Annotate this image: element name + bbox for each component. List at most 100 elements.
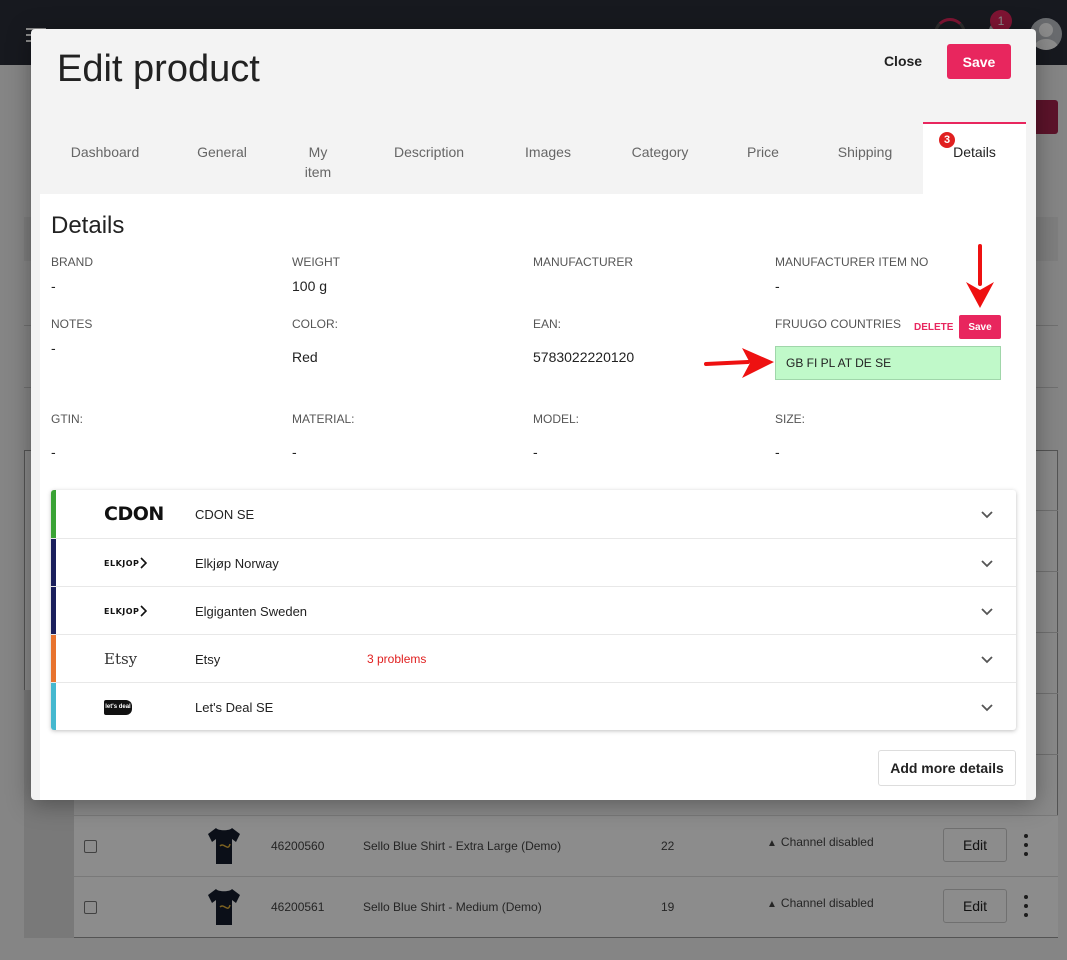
- model-value[interactable]: -: [533, 444, 538, 460]
- channel-row-elgiganten-sweden[interactable]: ELKJOP Elgiganten Sweden: [51, 586, 1016, 635]
- save-field-button[interactable]: Save: [959, 315, 1001, 339]
- size-label: SIZE:: [775, 412, 806, 426]
- save-button[interactable]: Save: [947, 44, 1011, 79]
- channel-row-cdon[interactable]: CDON CDON SE: [51, 490, 1016, 538]
- model-label: MODEL:: [533, 412, 580, 426]
- fruugo-countries-input[interactable]: [775, 346, 1001, 380]
- tab-shipping[interactable]: Shipping: [837, 144, 893, 160]
- channel-list: CDON CDON SE ELKJOP Elkjøp Norway ELKJOP…: [51, 490, 1016, 730]
- tab-price[interactable]: Price: [747, 144, 779, 160]
- chevron-down-icon[interactable]: [979, 506, 995, 522]
- fruugo-countries-label: FRUUGO COUNTRIES: [775, 317, 901, 331]
- channel-row-etsy[interactable]: Etsy Etsy 3 problems: [51, 634, 1016, 683]
- details-panel: Details BRAND - WEIGHT 100 g MANUFACTURE…: [40, 194, 1026, 800]
- row-status: ▲ Channel disabled: [767, 835, 874, 849]
- ean-label: EAN:: [533, 317, 562, 331]
- close-button[interactable]: Close: [871, 44, 935, 78]
- elkjop-logo: ELKJOP: [104, 539, 148, 587]
- red-arrow-right-icon: [704, 348, 774, 378]
- material-label: MATERIAL:: [292, 412, 355, 426]
- chevron-down-icon[interactable]: [979, 555, 995, 571]
- row-edit-button[interactable]: Edit: [943, 828, 1007, 862]
- channel-color-bar: [51, 683, 56, 730]
- background-divider: [24, 387, 32, 388]
- channel-row-lets-deal[interactable]: let's deal Let's Deal SE: [51, 682, 1016, 730]
- channel-name: Etsy: [195, 652, 221, 667]
- channel-name: CDON SE: [195, 507, 255, 522]
- channel-name: Let's Deal SE: [195, 700, 274, 715]
- background-divider: [24, 325, 32, 326]
- channel-problems-link[interactable]: 3 problems: [367, 652, 427, 666]
- tshirt-thumbnail: [208, 889, 240, 925]
- edit-product-modal: Edit product Close Save Dashboard Genera…: [31, 29, 1036, 800]
- table-row[interactable]: 46200561 Sello Blue Shirt - Medium (Demo…: [74, 876, 1058, 937]
- color-value[interactable]: Red: [292, 349, 318, 365]
- section-title: Details: [51, 212, 125, 239]
- brand-label: BRAND: [51, 255, 94, 269]
- background-divider: [1036, 325, 1058, 326]
- chevron-down-icon[interactable]: [979, 699, 995, 715]
- background-filter-card: [1036, 217, 1058, 261]
- row-sku: 46200560: [271, 839, 325, 853]
- channel-name: Elkjøp Norway: [195, 556, 279, 571]
- row-checkbox[interactable]: [84, 840, 97, 853]
- tab-description[interactable]: Description: [393, 144, 465, 160]
- channel-name: Elgiganten Sweden: [195, 604, 308, 619]
- delete-field-button[interactable]: DELETE: [914, 322, 954, 333]
- row-checkbox[interactable]: [84, 901, 97, 914]
- tab-my-item[interactable]: My item: [304, 144, 332, 180]
- tab-details-label: Details: [953, 144, 996, 160]
- weight-label: WEIGHT: [292, 255, 340, 269]
- tab-details-badge: 3: [939, 132, 955, 148]
- chevron-down-icon[interactable]: [979, 603, 995, 619]
- tab-general[interactable]: General: [197, 144, 247, 160]
- elkjop-logo: ELKJOP: [104, 587, 148, 635]
- row-quantity: 19: [661, 900, 675, 914]
- manufacturer-item-no-value[interactable]: -: [775, 278, 780, 294]
- red-arrow-down-icon: [966, 244, 994, 308]
- gtin-value[interactable]: -: [51, 444, 56, 460]
- tab-details[interactable]: 3 Details: [923, 122, 1026, 194]
- more-vertical-icon[interactable]: [1021, 832, 1031, 858]
- channel-color-bar: [51, 539, 56, 587]
- background-divider: [1036, 632, 1058, 633]
- lets-deal-logo: let's deal: [104, 683, 132, 730]
- more-vertical-icon[interactable]: [1021, 893, 1031, 919]
- chevron-down-icon[interactable]: [979, 651, 995, 667]
- size-value[interactable]: -: [775, 444, 780, 460]
- ean-value[interactable]: 5783022220120: [533, 349, 635, 365]
- channel-color-bar: [51, 490, 56, 538]
- modal-title: Edit product: [57, 48, 260, 90]
- add-more-details-button[interactable]: Add more details: [878, 750, 1016, 786]
- cdon-logo: CDON: [104, 503, 164, 525]
- background-divider: [1036, 387, 1058, 388]
- background-divider: [1036, 754, 1058, 755]
- channel-color-bar: [51, 587, 56, 635]
- row-edit-button[interactable]: Edit: [943, 889, 1007, 923]
- etsy-logo: Etsy: [104, 650, 138, 668]
- channel-color-bar: [51, 635, 56, 683]
- warning-icon: ▲: [767, 899, 777, 910]
- row-status: ▲ Channel disabled: [767, 896, 874, 910]
- background-action-button: [1036, 100, 1058, 134]
- notes-value[interactable]: -: [51, 340, 56, 356]
- tab-category[interactable]: Category: [631, 144, 689, 160]
- row-product-name: Sello Blue Shirt - Medium (Demo): [363, 900, 542, 914]
- gtin-label: GTIN:: [51, 412, 83, 426]
- material-value[interactable]: -: [292, 444, 297, 460]
- notification-badge: 1: [990, 10, 1012, 32]
- channel-row-elkjop-norway[interactable]: ELKJOP Elkjøp Norway: [51, 538, 1016, 587]
- color-label: COLOR:: [292, 317, 339, 331]
- weight-value[interactable]: 100 g: [292, 278, 328, 294]
- background-divider: [1036, 571, 1058, 572]
- notes-label: NOTES: [51, 317, 93, 331]
- row-status-text: Channel disabled: [780, 835, 874, 849]
- table-row[interactable]: 46200560 Sello Blue Shirt - Extra Large …: [74, 815, 1058, 876]
- tab-dashboard[interactable]: Dashboard: [70, 144, 140, 160]
- warning-icon: ▲: [767, 838, 777, 849]
- tshirt-thumbnail: [208, 828, 240, 864]
- background-filter-card-left: [24, 217, 32, 261]
- manufacturer-item-no-label: MANUFACTURER ITEM NO: [775, 255, 929, 269]
- tab-images[interactable]: Images: [525, 144, 571, 160]
- brand-value[interactable]: -: [51, 278, 56, 294]
